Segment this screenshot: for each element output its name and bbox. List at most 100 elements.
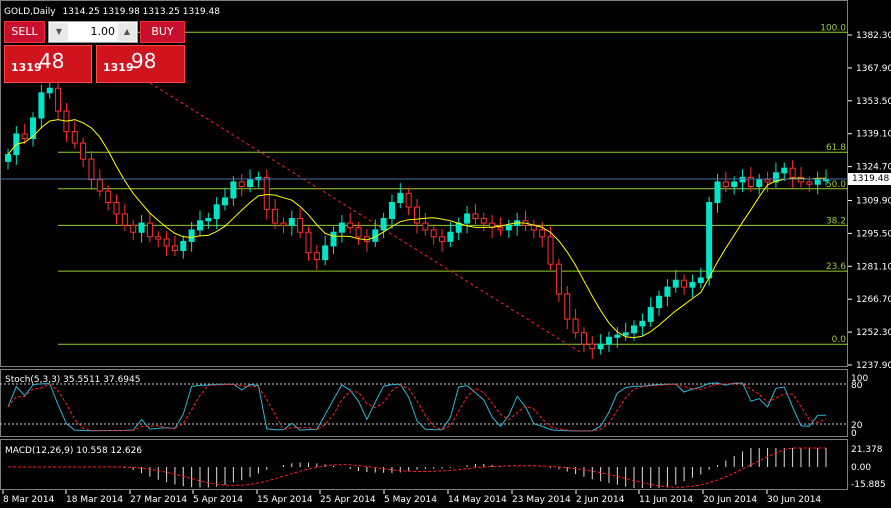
- candle-body: [130, 224, 137, 233]
- macd-pane-frame: [0, 439, 848, 490]
- buy-price-digits: 98: [131, 49, 157, 73]
- candle-body: [589, 343, 596, 350]
- candle-body: [297, 218, 304, 233]
- candle-body: [572, 318, 579, 334]
- candle-body: [180, 240, 187, 252]
- candle-body: [238, 181, 245, 188]
- candle-body: [388, 202, 395, 220]
- candle-body: [789, 167, 796, 178]
- fib-label: 0.0: [832, 335, 847, 345]
- sell-price-quote[interactable]: 1319 48: [4, 45, 92, 83]
- candle-body: [781, 167, 788, 174]
- candle-body: [138, 222, 145, 233]
- stoch-signal-line: [7, 383, 827, 432]
- macd-axis-top: 21.378: [851, 445, 883, 455]
- candle-body: [55, 87, 62, 112]
- sell-button[interactable]: SELL: [4, 21, 45, 43]
- candle-body: [505, 224, 512, 231]
- candle-body: [347, 222, 354, 229]
- candle-body: [722, 181, 729, 188]
- triangle-up-icon[interactable]: ▲: [118, 23, 136, 41]
- candle-body: [171, 245, 178, 252]
- candle-body: [555, 263, 562, 295]
- candle-body: [664, 286, 671, 297]
- candle-body: [405, 192, 412, 208]
- triangle-down-icon[interactable]: ▼: [50, 23, 68, 41]
- lot-size-stepper[interactable]: ▼ 1.00 ▲: [48, 21, 138, 43]
- candle-body: [21, 133, 28, 140]
- time-label: 25 Apr 2014: [320, 495, 376, 505]
- candle-body: [597, 343, 604, 350]
- candle-body: [280, 222, 287, 226]
- price-label: 1353.50: [856, 97, 891, 107]
- candle-body: [121, 213, 128, 226]
- candle-body: [547, 236, 554, 265]
- stoch-axis-80: 80: [851, 381, 863, 391]
- candle-body: [464, 213, 471, 224]
- price-label: 1367.90: [856, 64, 891, 74]
- candle-body: [439, 236, 446, 242]
- sell-price-digits: 48: [39, 49, 65, 73]
- candle-body: [605, 336, 612, 345]
- fibonacci-levels: 100.0 61.8 50.0 38.2 23.6 0.0: [58, 23, 848, 345]
- candle-body: [288, 218, 295, 226]
- candle-body: [764, 179, 771, 183]
- time-label: 5 Apr 2014: [193, 495, 243, 505]
- candle-body: [330, 231, 337, 247]
- candle-body: [305, 231, 312, 254]
- candle-body: [706, 202, 713, 279]
- candle-body: [113, 202, 120, 215]
- time-label: 20 Jun 2014: [703, 495, 757, 505]
- candle-body: [489, 222, 496, 229]
- candle-body: [814, 179, 821, 185]
- time-label: 8 Mar 2014: [3, 495, 55, 505]
- candle-body: [188, 229, 195, 242]
- time-label: 30 Jun 2014: [767, 495, 821, 505]
- candle-body: [639, 320, 646, 327]
- candle-body: [747, 176, 754, 188]
- one-click-trading-panel: SELL ▼ 1.00 ▲ BUY 1319 48 1319 98: [4, 21, 185, 83]
- stoch-main-line: [7, 382, 826, 432]
- candle-body: [322, 245, 329, 261]
- buy-price-prefix: 1319: [103, 61, 134, 74]
- price-label: 1281.10: [856, 262, 891, 272]
- time-label: 18 Mar 2014: [66, 495, 123, 505]
- candle-body: [714, 181, 721, 204]
- stoch-axis-100: 100: [851, 374, 868, 384]
- candlestick-series: [5, 77, 829, 360]
- candle-body: [30, 117, 37, 140]
- candle-body: [647, 307, 654, 322]
- lot-size-input[interactable]: 1.00: [90, 25, 116, 38]
- candle-body: [497, 227, 504, 231]
- macd-title: MACD(12,26,9) 10.558 12.626: [5, 446, 142, 456]
- time-label: 23 May 2014: [512, 495, 571, 505]
- time-label: 14 May 2014: [448, 495, 507, 505]
- candle-body: [739, 176, 746, 183]
- fib-label: 61.8: [826, 143, 846, 153]
- candle-body: [731, 181, 738, 188]
- candle-body: [146, 222, 153, 238]
- price-label: 1324.70: [856, 163, 891, 173]
- candle-body: [631, 325, 638, 334]
- candle-body: [163, 238, 170, 247]
- stoch-pane-frame: [0, 369, 848, 437]
- candle-body: [230, 181, 237, 199]
- price-axis: 1382.30 1367.90 1353.50 1339.10 1324.70 1309.…: [848, 31, 891, 371]
- buy-button[interactable]: BUY: [140, 21, 185, 43]
- candle-body: [797, 176, 804, 183]
- trendline[interactable]: [149, 82, 581, 353]
- candle-body: [196, 220, 203, 231]
- price-label: 1237.90: [856, 361, 891, 371]
- candle-body: [272, 208, 279, 224]
- macd-axis-bottom: -15.885: [851, 480, 886, 490]
- macd-histogram: [107, 448, 827, 488]
- fib-label: 23.6: [826, 262, 846, 272]
- candle-body: [313, 252, 320, 261]
- candle-body: [263, 176, 270, 210]
- candle-body: [422, 222, 429, 231]
- candle-body: [539, 229, 546, 238]
- chart-title: GOLD,Daily 1314.25 1319.98 1313.25 1319.…: [4, 7, 220, 17]
- candle-body: [580, 332, 587, 345]
- buy-price-quote[interactable]: 1319 98: [96, 45, 185, 83]
